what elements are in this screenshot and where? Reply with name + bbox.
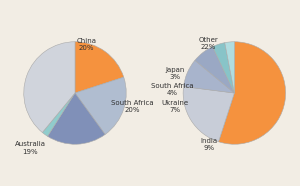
Text: South Africa
20%: South Africa 20% [111,100,154,113]
Wedge shape [42,93,75,136]
Wedge shape [225,42,234,93]
Wedge shape [195,47,234,93]
Text: Ukraine
7%: Ukraine 7% [161,100,189,113]
Wedge shape [213,43,234,93]
Wedge shape [24,42,75,132]
Text: China
20%: China 20% [76,38,96,51]
Text: Other
22%: Other 22% [198,36,218,49]
Wedge shape [47,93,105,144]
Wedge shape [75,77,126,134]
Text: India
9%: India 9% [201,138,218,151]
Wedge shape [218,42,286,144]
Wedge shape [183,86,234,142]
Text: Australia
19%: Australia 19% [14,142,46,155]
Text: South Africa
4%: South Africa 4% [151,83,193,96]
Text: Japan
3%: Japan 3% [165,67,185,79]
Wedge shape [184,60,234,93]
Wedge shape [75,42,124,93]
